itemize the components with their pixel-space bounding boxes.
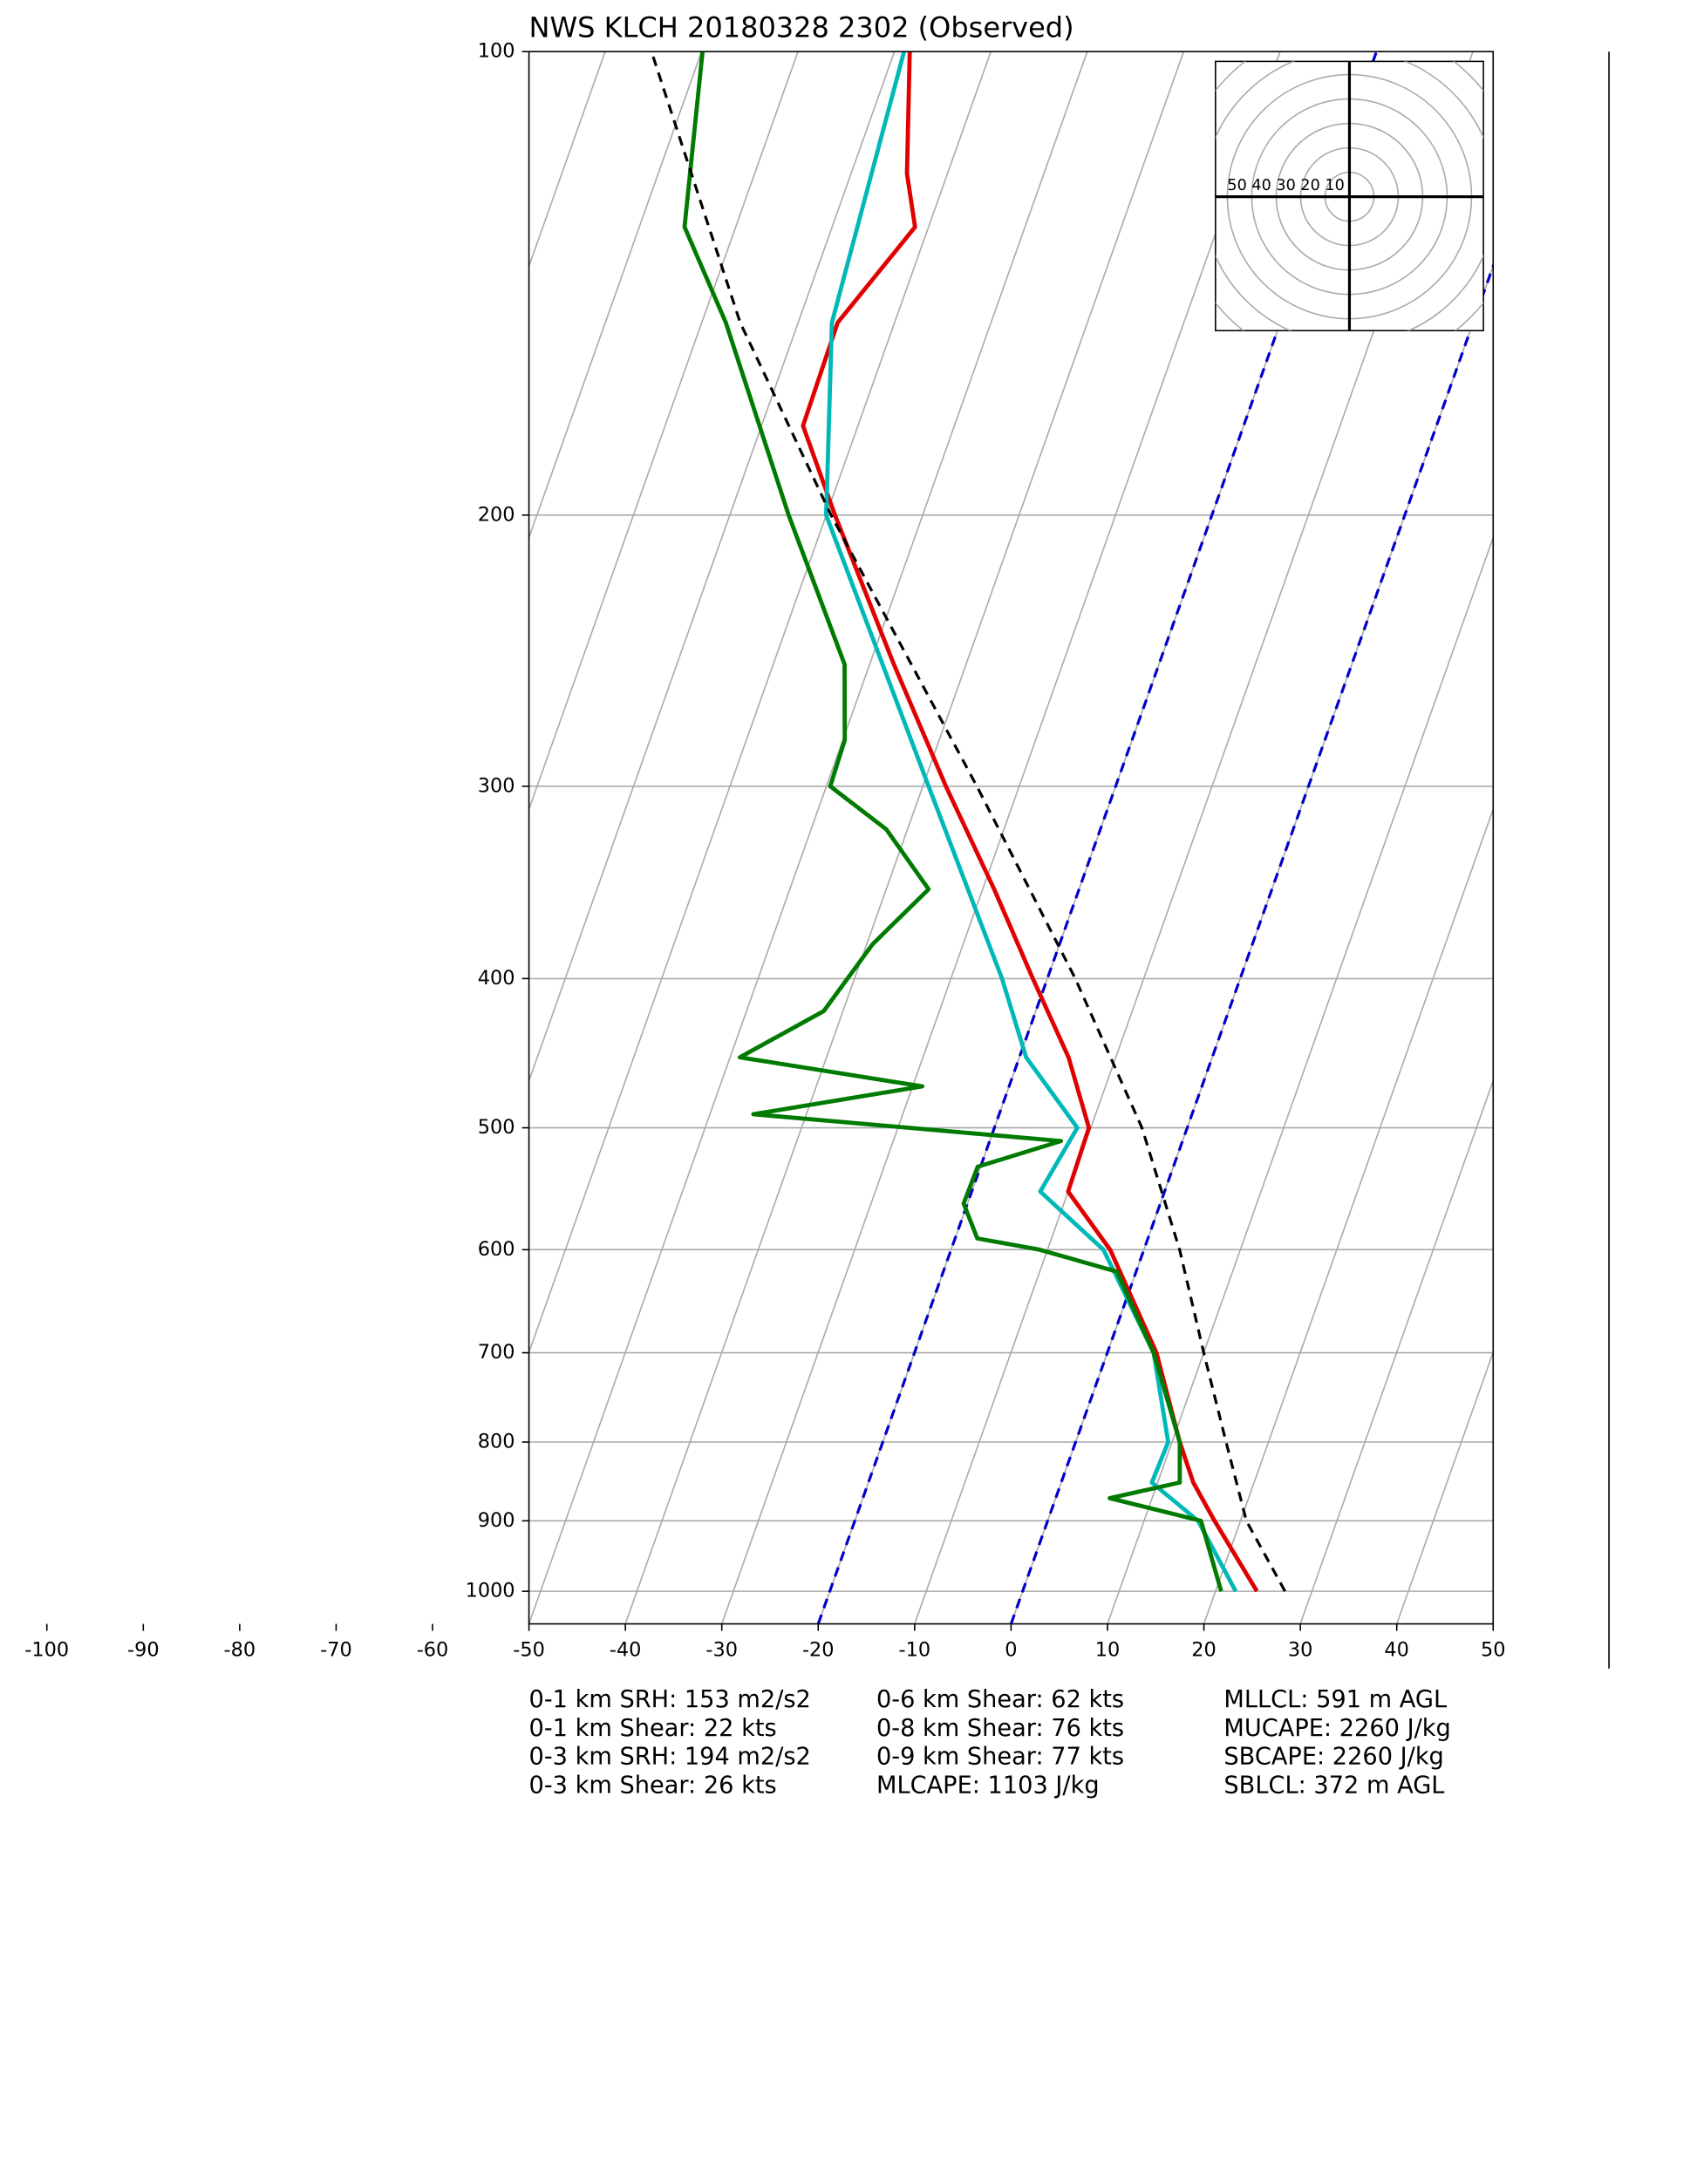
isotherm	[1203, 806, 1494, 1624]
isotherm	[528, 51, 799, 812]
isotherm	[528, 51, 992, 1355]
isotherm	[720, 51, 1281, 1624]
isotherm	[1299, 1078, 1494, 1624]
x-tick-label: 20	[1191, 1638, 1217, 1661]
y-tick-label: 200	[478, 503, 515, 526]
stat-text: SBCAPE: 2260 J/kg	[1223, 1744, 1443, 1771]
y-tick-label: 400	[478, 967, 515, 990]
profile-line	[823, 51, 1238, 1593]
stat-text: 0-8 km Shear: 76 kts	[876, 1715, 1124, 1742]
x-tick-label: 30	[1288, 1638, 1313, 1661]
profile-line	[650, 51, 1286, 1592]
x-tick-label: 0	[1005, 1638, 1017, 1661]
stat-text: 0-1 km SRH: 153 m2/s2	[529, 1686, 811, 1713]
x-tick-label: -60	[417, 1638, 449, 1661]
x-tick-label: 10	[1095, 1638, 1121, 1661]
grid	[528, 51, 1494, 1624]
stat-text: 0-6 km Shear: 62 kts	[876, 1686, 1124, 1713]
y-tick-label: 900	[478, 1509, 515, 1532]
x-tick-label: 40	[1384, 1638, 1409, 1661]
isotherm	[1492, 1622, 1494, 1624]
x-tick-label: -30	[705, 1638, 738, 1661]
y-tick-label: 1000	[466, 1580, 515, 1602]
x-tick-label: 50	[1481, 1638, 1505, 1661]
hodograph-ring-label: 40	[1251, 177, 1271, 194]
hodograph-ring-label: 30	[1276, 177, 1295, 194]
profile-line	[801, 51, 1259, 1593]
stat-text: MLCAPE: 1103 J/kg	[876, 1772, 1100, 1799]
stat-text: MUCAPE: 2260 J/kg	[1223, 1715, 1450, 1742]
x-tick-label: -20	[802, 1638, 835, 1661]
stat-text: 0-1 km Shear: 22 kts	[529, 1715, 777, 1742]
x-tick-label: -10	[899, 1638, 931, 1661]
y-tick-label: 800	[478, 1430, 515, 1453]
hodograph-ring-label: 20	[1300, 177, 1319, 194]
stat-text: MLLCL: 591 m AGL	[1223, 1686, 1447, 1713]
hodograph: 50 40 30 20 10	[1215, 60, 1484, 332]
isotherm	[528, 51, 606, 269]
isotherm	[528, 51, 703, 541]
y-tick-label: 600	[478, 1238, 515, 1261]
x-tick-label: -100	[24, 1638, 69, 1661]
isotherm	[1395, 1350, 1494, 1624]
y-tick-label: 700	[478, 1341, 515, 1364]
profiles	[650, 51, 1286, 1593]
stat-text: 0-3 km SRH: 194 m2/s2	[529, 1744, 811, 1771]
y-tick-label: 100	[478, 40, 515, 63]
x-tick-label: -80	[224, 1638, 256, 1661]
isotherm	[528, 51, 1088, 1624]
stat-text: 0-9 km Shear: 77 kts	[876, 1744, 1124, 1771]
stat-text: 0-3 km Shear: 26 kts	[529, 1772, 777, 1799]
isotherm	[528, 51, 896, 1084]
hodograph-ring-label: 10	[1325, 177, 1344, 194]
isotherm	[1107, 535, 1494, 1624]
hodograph-ring-label: 50	[1227, 177, 1246, 194]
x-tick-label: -50	[513, 1638, 545, 1661]
isotherm	[624, 51, 1185, 1624]
y-tick-label: 500	[478, 1116, 515, 1139]
stat-text: SBLCL: 372 m AGL	[1223, 1772, 1444, 1799]
profile-line	[682, 51, 1223, 1592]
x-tick-label: -90	[127, 1638, 160, 1661]
chart-title: NWS KLCH 20180328 2302 (Observed)	[529, 11, 1074, 44]
x-tick-label: -70	[320, 1638, 352, 1661]
y-tick-label: 300	[478, 774, 515, 797]
x-tick-label: -40	[610, 1638, 642, 1661]
